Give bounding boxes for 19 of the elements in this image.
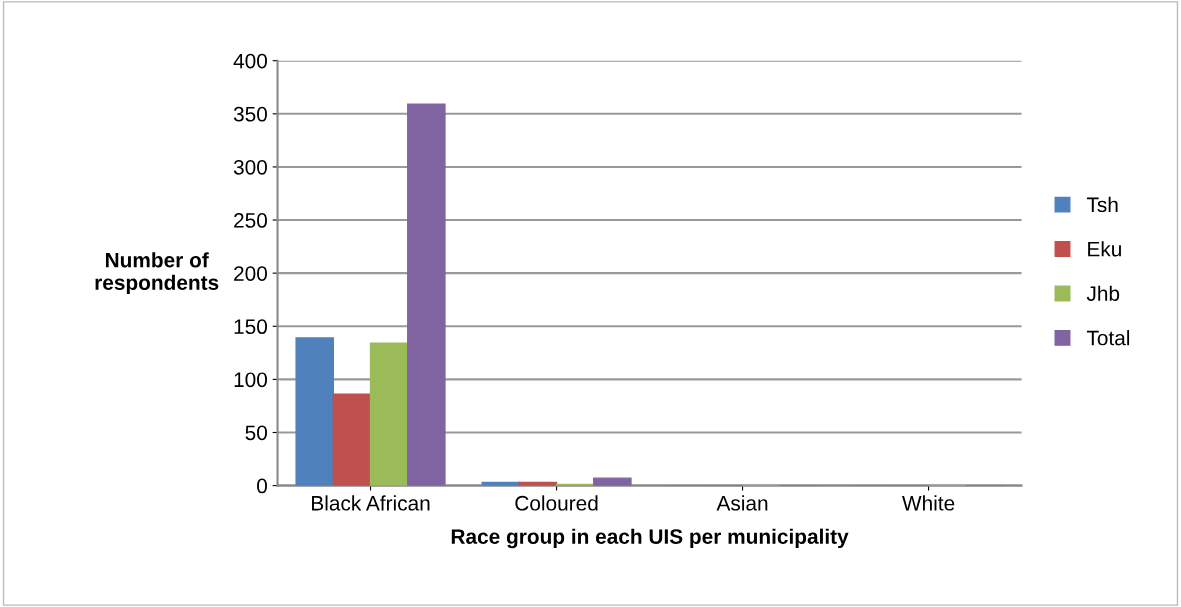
y-tick-label: 150 bbox=[234, 319, 267, 335]
x-tick-label: Black African bbox=[312, 495, 430, 511]
y-tick-label: 400 bbox=[233, 53, 267, 69]
legend-label: Tsh bbox=[1086, 196, 1118, 213]
x-tick-label: Coloured bbox=[515, 495, 598, 511]
y-tick-label: 350 bbox=[233, 106, 267, 122]
y-tick-label: 250 bbox=[234, 213, 267, 228]
legend-label: Eku bbox=[1088, 241, 1121, 257]
x-tick-label: Asian bbox=[716, 495, 768, 511]
x-tick-label: White bbox=[902, 495, 955, 511]
y-tick-label: 100 bbox=[234, 372, 267, 388]
legend-label: Jhb bbox=[1086, 285, 1120, 301]
y-tick-label: 300 bbox=[233, 159, 267, 175]
y-tick-label: 50 bbox=[245, 425, 267, 441]
y-tick-label: 0 bbox=[257, 478, 267, 494]
y-axis-title: Number of respondents bbox=[95, 252, 219, 295]
x-axis-title: Race group in each UIS per municipality bbox=[451, 528, 849, 549]
y-tick-label: 200 bbox=[234, 266, 267, 281]
legend-label: Total bbox=[1086, 330, 1130, 346]
